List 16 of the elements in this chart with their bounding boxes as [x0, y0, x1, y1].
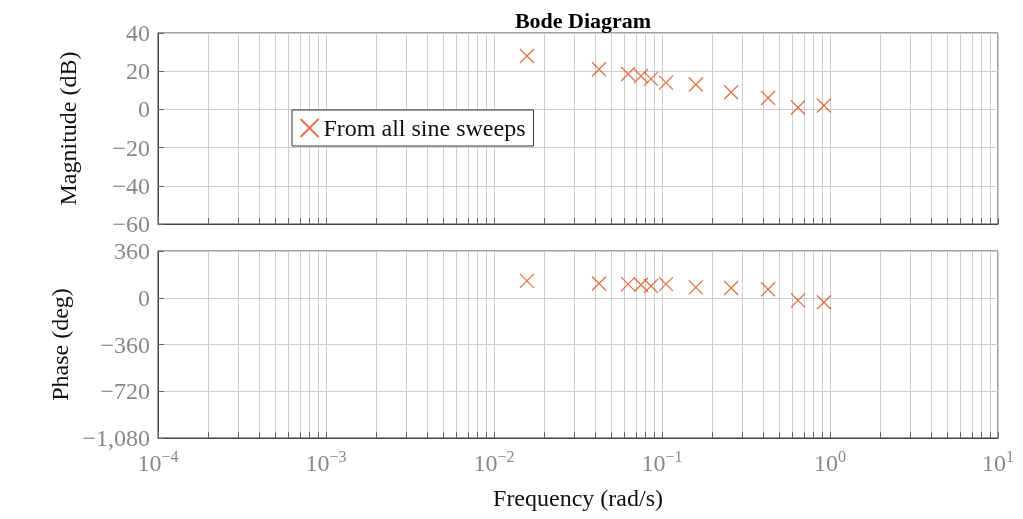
x-axis-title: Frequency (rad/s): [493, 485, 663, 511]
y-axis-title: Phase (deg): [46, 288, 73, 401]
y-tick-label: −20: [112, 134, 150, 161]
y-tick-label: 0: [138, 284, 150, 311]
y-tick-label: −1,080: [82, 425, 150, 451]
y-tick-label: −360: [100, 331, 150, 358]
chart-title: Bode Diagram: [514, 7, 652, 33]
legend-label: From all sine sweeps: [323, 115, 526, 141]
y-tick-label: −40: [112, 172, 150, 199]
y-tick-label: 40: [126, 20, 150, 46]
y-tick-label: −720: [100, 378, 150, 405]
y-tick-label: 0: [138, 96, 150, 123]
y-axis-title: Magnitude (dB): [55, 51, 81, 206]
y-tick-label: −60: [112, 211, 150, 237]
y-tick-label: 360: [114, 238, 150, 264]
y-tick-label: 20: [126, 58, 150, 85]
